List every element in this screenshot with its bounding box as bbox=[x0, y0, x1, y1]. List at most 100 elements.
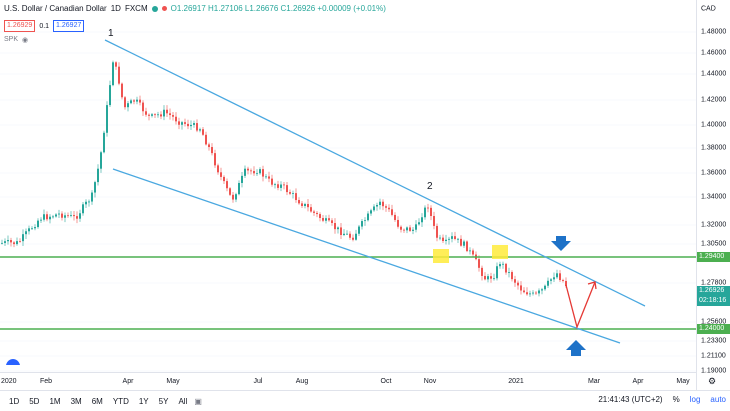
data-status-icon[interactable] bbox=[161, 6, 167, 11]
candle-body bbox=[166, 109, 168, 114]
candle-body bbox=[331, 220, 333, 224]
time-axis[interactable]: 2020 Feb Apr May Jul Aug Oct Nov 2021 Mar Apr May bbox=[0, 372, 696, 391]
timeframe-5y-button[interactable]: 5Y bbox=[158, 396, 169, 406]
sell-price-button[interactable]: 1.26929 bbox=[4, 20, 36, 32]
candle-body bbox=[151, 114, 153, 116]
candle-body bbox=[415, 224, 417, 230]
candle-body bbox=[217, 165, 219, 173]
candle-body bbox=[520, 285, 522, 291]
candle-body bbox=[487, 276, 489, 280]
candle-body bbox=[241, 175, 243, 183]
price-chart[interactable] bbox=[0, 0, 696, 372]
candle-body bbox=[55, 214, 57, 217]
tradingview-logo-icon[interactable] bbox=[6, 359, 20, 365]
clock-time[interactable]: 21:41:43 (UTC+2) bbox=[598, 395, 663, 404]
candle-body bbox=[97, 168, 99, 183]
candle-body bbox=[445, 239, 447, 242]
last-price-tag: 1.26926 bbox=[697, 286, 730, 296]
candle-body bbox=[4, 241, 6, 243]
candle-body bbox=[367, 213, 369, 221]
lower-level-tag: 1.24000 bbox=[697, 324, 730, 334]
timeframe-all-button[interactable]: All bbox=[178, 396, 188, 406]
calendar-icon[interactable]: ▣ bbox=[194, 396, 202, 406]
candle-body bbox=[112, 62, 114, 86]
candle-body bbox=[79, 213, 81, 219]
candle-body bbox=[52, 216, 54, 218]
symbol-name[interactable]: U.S. Dollar / Canadian Dollar bbox=[4, 4, 107, 13]
candle-body bbox=[109, 85, 111, 106]
price-tick-label: 1.42000 bbox=[701, 96, 727, 104]
candle-body bbox=[268, 176, 270, 179]
candle-body bbox=[463, 241, 465, 246]
exchange-label[interactable]: FXCM bbox=[124, 4, 148, 13]
channel-lower-line[interactable] bbox=[112, 168, 621, 344]
candle-body bbox=[556, 273, 558, 278]
time-tick-label: 2021 bbox=[508, 378, 524, 385]
channel-upper-line[interactable] bbox=[104, 39, 646, 307]
price-tick-label: 1.40000 bbox=[701, 121, 727, 129]
timeframe-ytd-button[interactable]: YTD bbox=[112, 396, 129, 406]
timeframe-6m-button[interactable]: 6M bbox=[91, 396, 103, 406]
candle-body bbox=[31, 228, 33, 230]
upper-level-tag: 1.29400 bbox=[697, 252, 730, 262]
candle-body bbox=[457, 238, 459, 240]
highlight-box-left[interactable] bbox=[433, 249, 449, 263]
arrow-down-icon[interactable] bbox=[551, 236, 571, 251]
projection-arrowhead-icon bbox=[587, 281, 597, 290]
eye-icon[interactable]: ◉ bbox=[22, 37, 29, 44]
candle-body bbox=[142, 102, 144, 112]
candle-body bbox=[130, 100, 132, 104]
percent-scale-button[interactable]: % bbox=[672, 395, 680, 404]
candle-body bbox=[451, 236, 453, 239]
candle-body bbox=[1, 242, 3, 244]
candle-body bbox=[148, 114, 150, 116]
candle-body bbox=[229, 188, 231, 195]
highlight-box-right[interactable] bbox=[492, 245, 508, 259]
candle-body bbox=[139, 99, 141, 103]
timeframe-1d-button[interactable]: 1D bbox=[9, 396, 20, 406]
candle-body bbox=[163, 109, 165, 117]
candle-body bbox=[67, 215, 69, 217]
candle-body bbox=[418, 222, 420, 225]
candle-body bbox=[424, 207, 426, 218]
candle-body bbox=[559, 273, 561, 281]
candle-body bbox=[439, 237, 441, 239]
auto-scale-button[interactable]: auto bbox=[710, 395, 726, 404]
candle-body bbox=[442, 237, 444, 242]
candle-body bbox=[538, 290, 540, 294]
market-status-icon[interactable] bbox=[151, 5, 158, 12]
candle-body bbox=[400, 226, 402, 230]
indicator-name[interactable]: SPK bbox=[4, 36, 19, 43]
settings-gear-icon[interactable]: ⚙ bbox=[708, 376, 717, 386]
candle-body bbox=[421, 217, 423, 223]
candle-body bbox=[223, 176, 225, 182]
timeframe-1y-button[interactable]: 1Y bbox=[138, 396, 149, 406]
candle-body bbox=[28, 228, 30, 232]
candle-body bbox=[82, 204, 84, 214]
timeframe-5d-button[interactable]: 5D bbox=[29, 396, 40, 406]
bottom-toolbar: 1D 5D 1M 3M 6M YTD 1Y 5Y All ▣ 21:41:43 (UTC+2) … bbox=[0, 390, 730, 411]
candle-body bbox=[277, 184, 279, 188]
timeframe-3m-button[interactable]: 3M bbox=[70, 396, 82, 406]
interval-label[interactable]: 1D bbox=[110, 4, 121, 13]
candle-body bbox=[319, 214, 321, 218]
candle-body bbox=[427, 207, 429, 209]
price-tick-label: 1.48000 bbox=[701, 28, 727, 36]
candle-body bbox=[562, 280, 564, 281]
candle-body bbox=[220, 172, 222, 177]
log-scale-button[interactable]: log bbox=[689, 395, 701, 404]
buy-price-button[interactable]: 1.26927 bbox=[53, 20, 85, 32]
candle-body bbox=[364, 220, 366, 222]
candle-body bbox=[349, 233, 351, 238]
candle-body bbox=[505, 263, 507, 273]
arrow-up-icon[interactable] bbox=[566, 340, 586, 356]
candle-body bbox=[283, 184, 285, 186]
price-axis[interactable]: CAD 1.48000 1.46000 1.44000 1.42000 1.40000 1… bbox=[696, 0, 730, 390]
candle-body bbox=[553, 277, 555, 280]
candle-body bbox=[205, 134, 207, 145]
candle-body bbox=[16, 241, 18, 245]
projection-path[interactable] bbox=[565, 281, 596, 330]
timeframe-1m-button[interactable]: 1M bbox=[49, 396, 61, 406]
indicator-row: SPK ◉ bbox=[4, 36, 28, 44]
candle-body bbox=[61, 213, 63, 218]
